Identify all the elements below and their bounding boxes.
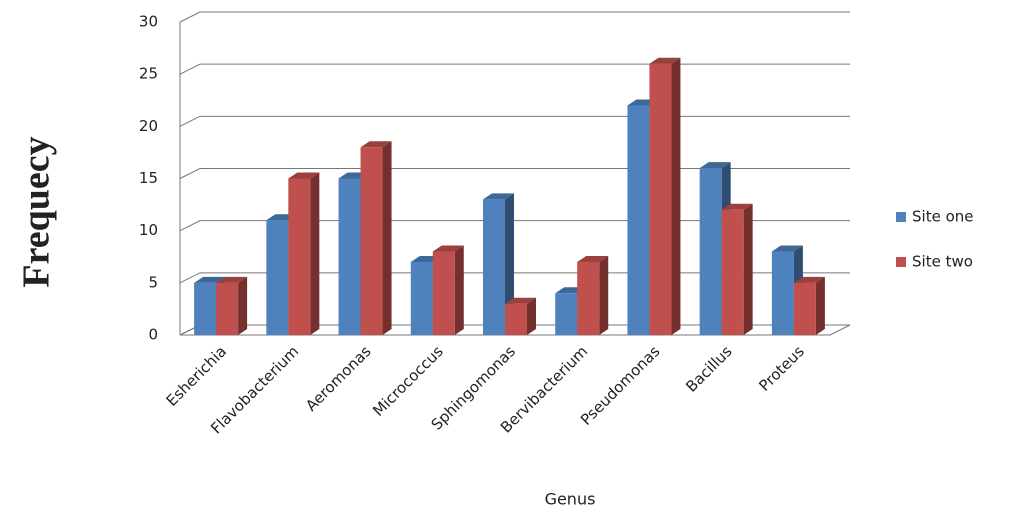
bar-front <box>721 209 744 335</box>
x-tick-label: Proteus <box>755 342 808 395</box>
y-tick-label: 0 <box>148 326 158 344</box>
bar-front <box>266 220 289 335</box>
bar-top <box>771 245 803 252</box>
y-tick-label: 10 <box>139 221 158 239</box>
bar-side <box>238 276 248 335</box>
x-tick-label: Esherichia <box>163 342 231 410</box>
y-tick-label: 15 <box>139 169 158 187</box>
bar-top <box>721 203 753 210</box>
bar-front <box>555 293 578 335</box>
bar <box>360 141 392 335</box>
bar-side <box>599 255 609 335</box>
bar-top <box>360 141 392 148</box>
legend-swatch <box>896 257 906 267</box>
bar <box>793 276 825 335</box>
y-tick-label: 30 <box>139 13 158 31</box>
bar-top <box>505 297 536 304</box>
bar-front <box>288 178 311 335</box>
bar-top <box>432 245 464 252</box>
bar-top <box>288 172 320 179</box>
legend-label: Site two <box>912 253 973 271</box>
bar-front <box>194 282 217 335</box>
bar-side <box>310 172 320 335</box>
bar-front <box>649 63 672 335</box>
grid-line <box>179 11 850 23</box>
bar-side <box>671 57 681 335</box>
bar-top <box>699 162 731 169</box>
bar-side <box>454 245 464 335</box>
bar-side <box>743 203 753 335</box>
bar-side <box>382 141 392 335</box>
bar-top <box>483 193 514 200</box>
bar-front <box>360 147 383 335</box>
bar-side <box>527 297 536 335</box>
bar <box>432 245 464 335</box>
bar <box>577 255 609 335</box>
bar <box>288 172 320 335</box>
bar-front <box>483 199 505 335</box>
x-tick-label: Bacillus <box>682 342 736 396</box>
bar-front <box>505 303 527 335</box>
x-tick-label: Micrococcus <box>369 342 447 420</box>
bar-front <box>577 261 600 335</box>
bar-front <box>771 251 794 335</box>
bar <box>721 203 753 335</box>
x-tick-label: Aeromonas <box>302 342 375 415</box>
y-tick-label: 20 <box>139 117 158 135</box>
bar <box>216 276 248 335</box>
legend-swatch <box>896 212 906 222</box>
bar-top <box>577 255 609 262</box>
bar <box>649 57 681 335</box>
grid-line <box>179 168 850 179</box>
y-tick-label: 5 <box>148 273 158 291</box>
bar-top <box>793 276 825 283</box>
grid-line <box>179 63 850 75</box>
bar-top <box>649 57 681 64</box>
bar-front <box>338 178 361 335</box>
bar-front <box>699 168 722 335</box>
bar-front <box>793 282 816 335</box>
bar-front <box>432 251 455 335</box>
bar-top <box>194 276 226 283</box>
y-tick-label: 25 <box>139 65 158 83</box>
grid-line <box>179 115 850 127</box>
bar <box>505 297 536 335</box>
legend-label: Site one <box>912 208 973 226</box>
bar-front <box>627 105 650 335</box>
x-axis-title: Genus <box>545 490 596 509</box>
bar-front <box>410 261 433 335</box>
bar-side <box>815 276 825 335</box>
bar-front <box>216 282 239 335</box>
y-axis-title: Frequecy <box>16 136 58 287</box>
bar-top <box>216 276 248 283</box>
